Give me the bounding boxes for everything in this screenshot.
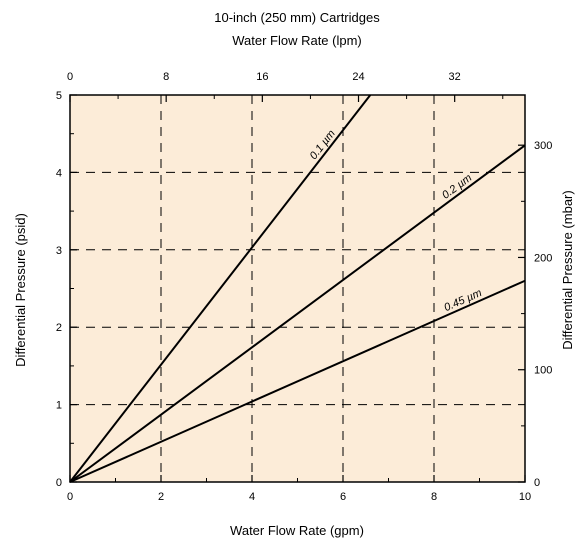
y-tick-label: 5 xyxy=(56,90,62,102)
chart-title: 10-inch (250 mm) Cartridges xyxy=(214,10,380,25)
series-line xyxy=(69,144,526,483)
right-tick-label: 100 xyxy=(534,365,552,377)
top-tick-label: 8 xyxy=(163,71,169,83)
top-axis-label: Water Flow Rate (lpm) xyxy=(232,33,362,48)
series-line xyxy=(69,279,526,483)
right-tick-label: 0 xyxy=(534,477,540,489)
x-tick-label: 4 xyxy=(249,491,255,503)
right-axis-label: Differential Pressure (mbar) xyxy=(560,190,575,349)
top-tick-label: 32 xyxy=(449,71,461,83)
axis-ticks xyxy=(69,94,526,483)
y-tick-label: 0 xyxy=(56,477,62,489)
top-tick-label: 16 xyxy=(256,71,268,83)
x-axis-label: Water Flow Rate (gpm) xyxy=(230,523,364,538)
y-axis-label: Differential Pressure (psid) xyxy=(13,213,28,367)
y-tick-label: 2 xyxy=(56,322,62,334)
x-tick-label: 8 xyxy=(431,491,437,503)
x-tick-label: 10 xyxy=(519,491,531,503)
x-tick-label: 0 xyxy=(67,491,73,503)
top-tick-label: 24 xyxy=(352,71,364,83)
y-tick-label: 3 xyxy=(56,245,62,257)
plot-background xyxy=(70,95,525,482)
y-tick-label: 1 xyxy=(56,400,62,412)
right-tick-label: 200 xyxy=(534,252,552,264)
x-tick-label: 6 xyxy=(340,491,346,503)
grid-lines xyxy=(70,95,525,482)
right-tick-label: 300 xyxy=(534,140,552,152)
x-tick-label: 2 xyxy=(158,491,164,503)
top-tick-label: 0 xyxy=(67,71,73,83)
y-tick-label: 4 xyxy=(56,167,62,179)
series-line xyxy=(69,94,372,483)
series-lines xyxy=(69,94,526,483)
